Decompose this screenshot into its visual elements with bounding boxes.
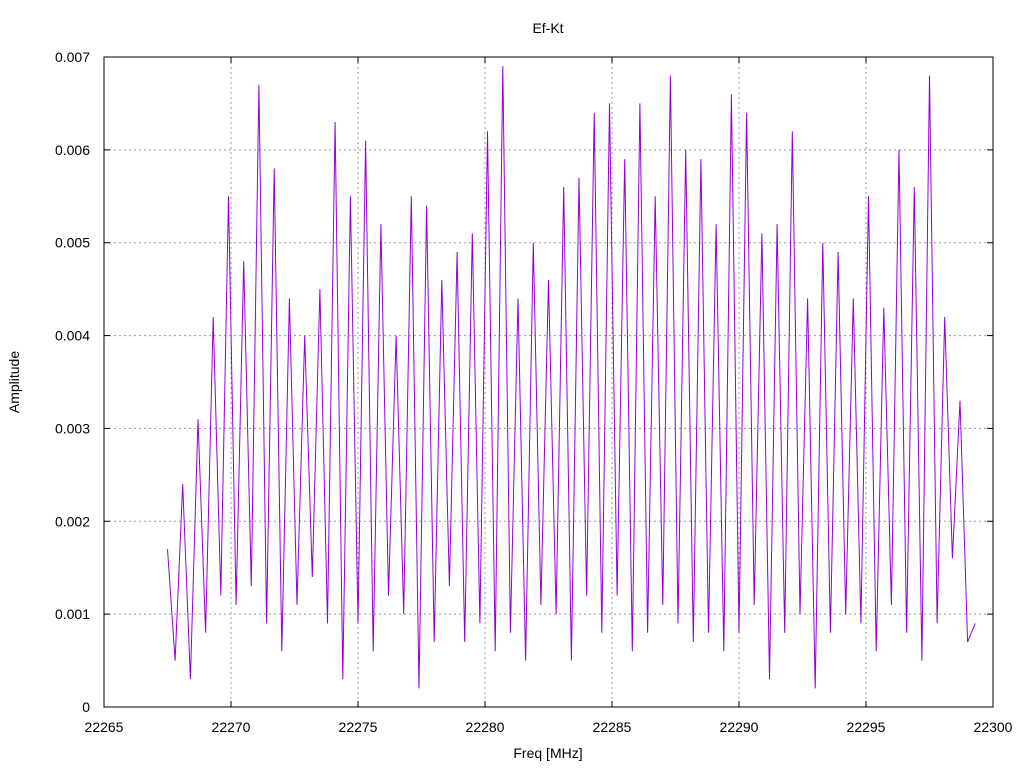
y-tick-label: 0.002 xyxy=(55,513,90,529)
x-tick-label: 22280 xyxy=(466,719,505,735)
x-tick-label: 22290 xyxy=(720,719,759,735)
y-tick-label: 0.006 xyxy=(55,142,90,158)
y-tick-label: 0.001 xyxy=(55,606,90,622)
grid xyxy=(104,57,993,707)
chart-title: Ef-Kt xyxy=(532,20,563,36)
series-layer xyxy=(167,66,976,689)
x-tick-label: 22300 xyxy=(974,719,1013,735)
x-tick-label: 22295 xyxy=(847,719,886,735)
y-tick-label: 0.005 xyxy=(55,235,90,251)
x-tick-label: 22265 xyxy=(85,719,124,735)
y-tick-label: 0.003 xyxy=(55,420,90,436)
y-tick-label: 0.004 xyxy=(55,328,90,344)
plot-frame xyxy=(103,56,994,708)
y-tick-label: 0 xyxy=(82,699,90,715)
x-tick-label: 22275 xyxy=(339,719,378,735)
ticks: 22265 22270 22275 22280 22285 22290 22295 22300… xyxy=(55,49,1013,735)
y-axis-label: Amplitude xyxy=(6,351,22,413)
series-line xyxy=(167,66,976,689)
x-tick-label: 22270 xyxy=(212,719,251,735)
x-tick-label: 22285 xyxy=(593,719,632,735)
x-axis-label: Freq [MHz] xyxy=(513,745,582,761)
y-tick-label: 0.007 xyxy=(55,49,90,65)
